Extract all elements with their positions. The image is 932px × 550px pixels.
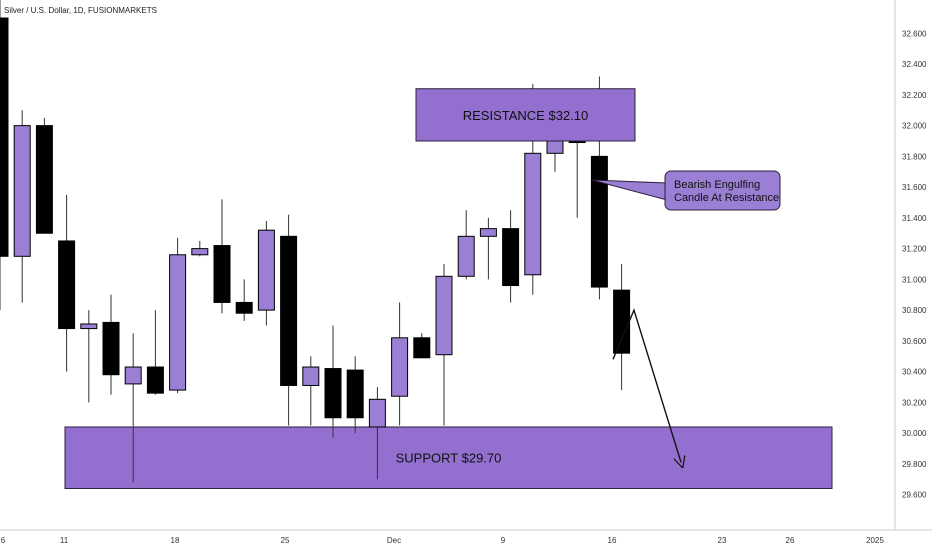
bearish-candle-body bbox=[590, 155, 608, 288]
bearish-candle-body bbox=[346, 369, 364, 419]
price-axis: 32.600 32.400 32.200 32.000 31.800 31.600 31.4… bbox=[902, 29, 927, 499]
time-tick-label: 16 bbox=[608, 536, 617, 545]
projection-arrow bbox=[612, 308, 681, 462]
price-tick-label: 32.000 bbox=[902, 122, 927, 131]
support-zone-box bbox=[64, 426, 833, 489]
bullish-candle-body bbox=[546, 140, 564, 154]
time-tick-label: 9 bbox=[501, 536, 506, 545]
bearish-candle-body bbox=[280, 235, 298, 386]
candle bbox=[213, 199, 231, 314]
support-zone: SUPPORT $29.70 bbox=[64, 426, 833, 489]
price-tick-label: 29.600 bbox=[902, 491, 927, 500]
bullish-candle-body bbox=[124, 366, 142, 385]
time-tick-label: 6 bbox=[1, 536, 6, 545]
candle bbox=[146, 310, 164, 395]
chart-title: Silver / U.S. Dollar, 1D, FUSIONMARKETS bbox=[4, 6, 157, 15]
price-tick-label: 31.400 bbox=[902, 214, 927, 223]
resistance-zone-box bbox=[415, 88, 636, 142]
bullish-candle-body bbox=[457, 235, 475, 277]
bearish-candle-body bbox=[613, 289, 631, 354]
time-tick-label: Dec bbox=[387, 536, 401, 545]
candle bbox=[413, 333, 431, 359]
bullish-candle-body bbox=[191, 248, 209, 256]
candle bbox=[502, 210, 520, 303]
price-tick-label: 32.600 bbox=[902, 29, 927, 38]
bearish-candle-body bbox=[35, 125, 53, 234]
candle bbox=[302, 356, 320, 426]
candle bbox=[58, 194, 76, 372]
price-tick-label: 30.000 bbox=[902, 429, 927, 438]
candle bbox=[524, 84, 542, 295]
bearish-candle-body bbox=[58, 240, 76, 330]
candle bbox=[391, 302, 409, 426]
bullish-candle-body bbox=[368, 398, 386, 428]
candle bbox=[169, 237, 187, 394]
candle bbox=[13, 110, 31, 303]
candle bbox=[435, 264, 453, 426]
bullish-candle-body bbox=[302, 366, 320, 386]
candles bbox=[0, 0, 631, 483]
resistance-zone-label: RESISTANCE $32.10 bbox=[463, 108, 588, 123]
candle bbox=[257, 220, 275, 326]
bullish-candle-body bbox=[479, 228, 497, 237]
candle bbox=[102, 294, 120, 395]
time-axis: 6 11 18 25 Dec 9 16 23 26 2025 bbox=[1, 536, 885, 545]
bearish-candle-body bbox=[102, 321, 120, 376]
candle bbox=[324, 325, 342, 438]
bearish-candle-body bbox=[0, 17, 9, 257]
bearish-candle-body bbox=[413, 337, 431, 359]
candle bbox=[191, 240, 209, 257]
time-tick-label: 26 bbox=[786, 536, 795, 545]
candle bbox=[0, 0, 9, 311]
price-tick-label: 30.200 bbox=[902, 398, 927, 407]
time-tick-label: 25 bbox=[281, 536, 290, 545]
price-tick-label: 29.800 bbox=[902, 460, 927, 469]
price-tick-label: 30.600 bbox=[902, 337, 927, 346]
time-tick-label: 2025 bbox=[866, 536, 884, 545]
price-tick-label: 30.800 bbox=[902, 306, 927, 315]
bearish-candle-body bbox=[324, 368, 342, 419]
bearish-candle-body bbox=[213, 245, 231, 303]
candle bbox=[368, 387, 386, 480]
candle bbox=[479, 217, 497, 280]
price-tick-label: 32.200 bbox=[902, 91, 927, 100]
bullish-candle-body bbox=[80, 323, 98, 330]
bullish-candle-body bbox=[169, 254, 187, 391]
price-tick-label: 31.600 bbox=[902, 183, 927, 192]
axes bbox=[0, 0, 932, 531]
resistance-zone: RESISTANCE $32.10 bbox=[415, 88, 636, 142]
candle bbox=[346, 356, 364, 434]
bullish-candle-body bbox=[257, 229, 275, 311]
bullish-candle-body bbox=[391, 337, 409, 397]
bullish-candle-body bbox=[13, 125, 31, 257]
candle bbox=[35, 117, 53, 234]
candle bbox=[280, 214, 298, 426]
bearish-candle-body bbox=[502, 228, 520, 287]
candle bbox=[124, 333, 142, 483]
time-tick-label: 23 bbox=[718, 536, 727, 545]
candle bbox=[80, 310, 98, 403]
bearish-candle-body bbox=[146, 366, 164, 394]
callout-text: Bearish Engulfing bbox=[674, 179, 760, 191]
projection-path bbox=[612, 308, 681, 462]
callout-text: Candle At Resistance bbox=[674, 192, 779, 204]
support-zone-label: SUPPORT $29.70 bbox=[396, 451, 502, 466]
candle bbox=[235, 279, 253, 321]
price-tick-label: 31.200 bbox=[902, 245, 927, 254]
price-tick-label: 31.800 bbox=[902, 152, 927, 161]
candle bbox=[457, 210, 475, 280]
bearish-candle-body bbox=[235, 301, 253, 314]
price-tick-label: 32.400 bbox=[902, 60, 927, 69]
price-tick-label: 31.000 bbox=[902, 275, 927, 284]
bullish-candle-body bbox=[435, 275, 453, 356]
price-tick-label: 30.400 bbox=[902, 368, 927, 377]
time-tick-label: 11 bbox=[60, 536, 69, 545]
bullish-candle-body bbox=[524, 152, 542, 276]
time-tick-label: 18 bbox=[171, 536, 180, 545]
callout-box bbox=[664, 170, 781, 211]
